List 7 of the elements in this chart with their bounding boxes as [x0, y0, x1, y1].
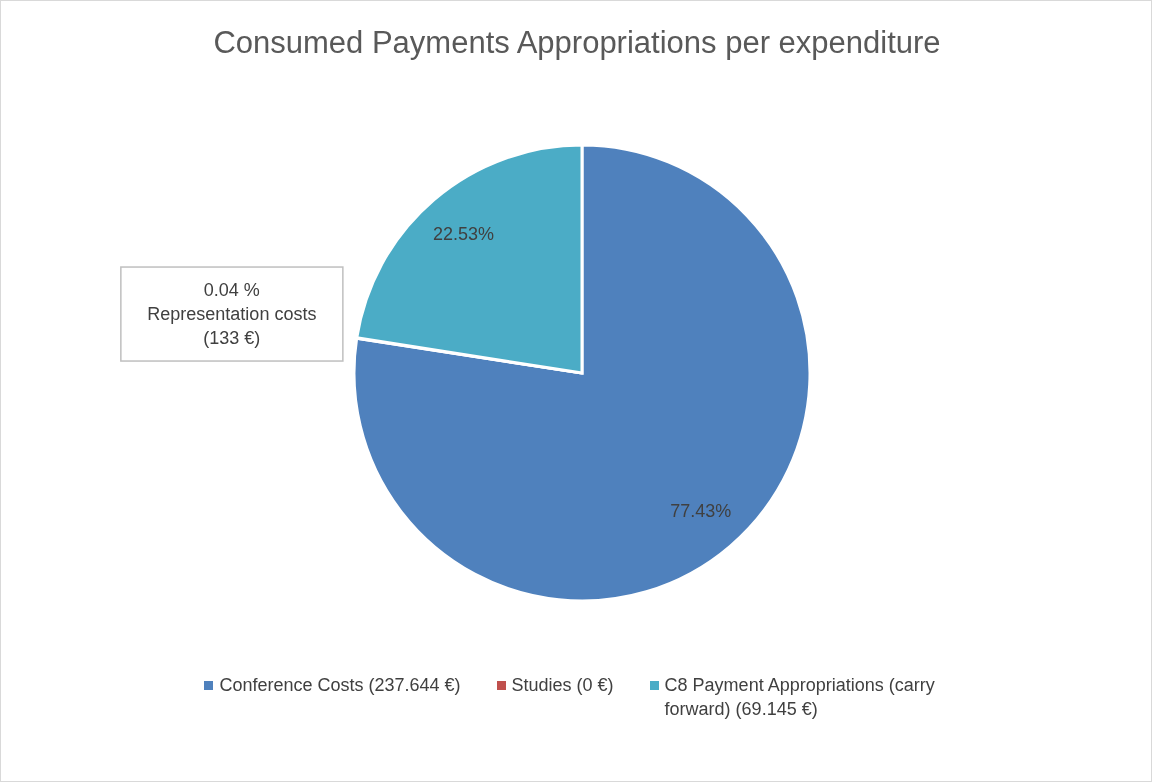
legend-label: C8 Payment Appropriations (carry forward) (69.145 €) — [664, 674, 936, 721]
chart-title: Consumed Payments Appropriations per expenditure — [212, 25, 942, 61]
legend-label: Conference Costs (237.644 €) — [219, 674, 461, 697]
legend-label: Studies (0 €) — [511, 674, 614, 697]
data-label: 0.04 % Representation costs (133 €) — [147, 280, 317, 349]
data-label: 22.53% — [432, 224, 494, 245]
data-label: 77.43% — [670, 501, 732, 522]
